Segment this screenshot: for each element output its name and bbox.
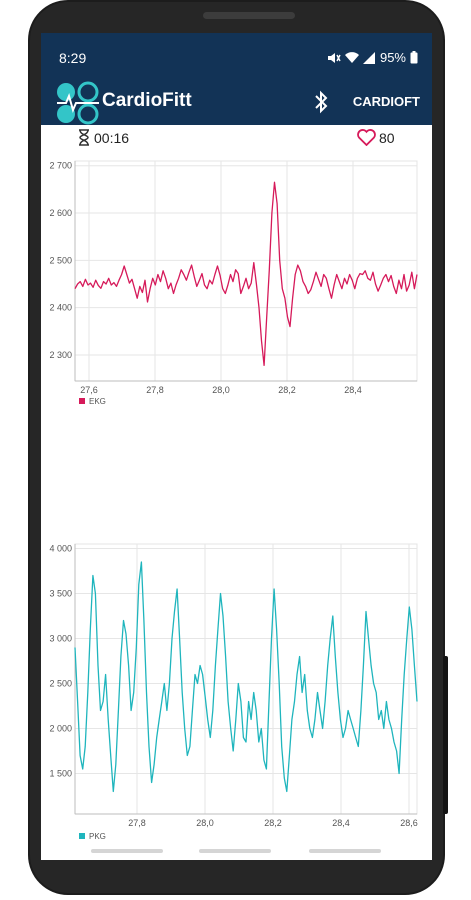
ekg-series-line <box>74 181 418 367</box>
y-tick-label: 3 000 <box>49 634 72 644</box>
x-tick-label: 28,4 <box>332 818 350 828</box>
app-screen: 8:29 95% CardioFitt CARDIOFT 00:16 <box>41 33 432 860</box>
ekg-chart: 2 300 2 400 2 500 2 600 2 700 27,6 27,8 28,0 28,… <box>49 160 418 406</box>
x-tick-label: 27,6 <box>80 385 98 395</box>
navigation-bar <box>41 846 432 860</box>
app-bar: CardioFitt CARDIOFT <box>41 79 432 125</box>
wifi-icon <box>344 51 359 63</box>
heart-icon <box>357 129 376 146</box>
y-tick-label: 3 500 <box>49 589 72 599</box>
pkg-series-line <box>74 561 418 793</box>
status-bar: 8:29 95% <box>41 33 432 79</box>
y-tick-label: 1 500 <box>49 769 72 779</box>
x-tick-label: 28,2 <box>264 818 282 828</box>
y-tick-label: 4 000 <box>49 544 72 554</box>
session-info-row: 00:16 80 <box>41 125 432 151</box>
y-tick-label: 2 500 <box>49 255 72 265</box>
y-tick-label: 2 000 <box>49 724 72 734</box>
battery-icon <box>410 51 418 64</box>
x-tick-label: 27,8 <box>146 385 164 395</box>
x-tick-label: 28,0 <box>196 818 214 828</box>
legend-swatch <box>79 833 85 839</box>
phone-side-button <box>443 656 448 814</box>
nav-recent-button[interactable] <box>91 849 163 853</box>
legend-label: EKG <box>89 397 106 406</box>
heart-rate-value: 80 <box>379 129 395 146</box>
pkg-chart: 1 500 2 000 2 500 3 000 3 500 4 000 27,8 28,0 28… <box>49 543 418 841</box>
y-tick-label: 2 400 <box>49 303 72 313</box>
heart-rate: 80 <box>357 129 395 146</box>
y-tick-label: 2 700 <box>49 161 72 171</box>
x-tick-label: 28,2 <box>278 385 296 395</box>
elapsed-time: 00:16 <box>94 129 130 146</box>
phone-speaker <box>203 12 295 19</box>
x-tick-label: 28,6 <box>400 818 418 828</box>
x-tick-label: 28,4 <box>344 385 362 395</box>
legend-swatch <box>79 398 85 404</box>
nav-back-button[interactable] <box>309 849 381 853</box>
legend-label: PKG <box>89 832 106 841</box>
mute-icon <box>327 52 341 63</box>
device-name-button[interactable]: CARDIOFT <box>352 94 420 109</box>
cardiofitt-logo-icon <box>57 81 99 125</box>
x-tick-label: 27,8 <box>128 818 146 828</box>
bluetooth-icon[interactable] <box>311 89 331 115</box>
app-title: CardioFitt <box>102 90 192 111</box>
signal-icon <box>362 51 375 64</box>
y-tick-label: 2 300 <box>49 350 72 360</box>
status-time: 8:29 <box>59 50 87 66</box>
battery-percent: 95% <box>379 50 406 65</box>
x-tick-label: 28,0 <box>212 385 230 395</box>
elapsed-timer: 00:16 <box>78 129 129 146</box>
y-tick-label: 2 600 <box>49 208 72 218</box>
hourglass-icon <box>79 129 89 146</box>
status-icons: 95% <box>327 50 418 65</box>
nav-home-button[interactable] <box>199 849 271 853</box>
y-tick-label: 2 500 <box>49 679 72 689</box>
